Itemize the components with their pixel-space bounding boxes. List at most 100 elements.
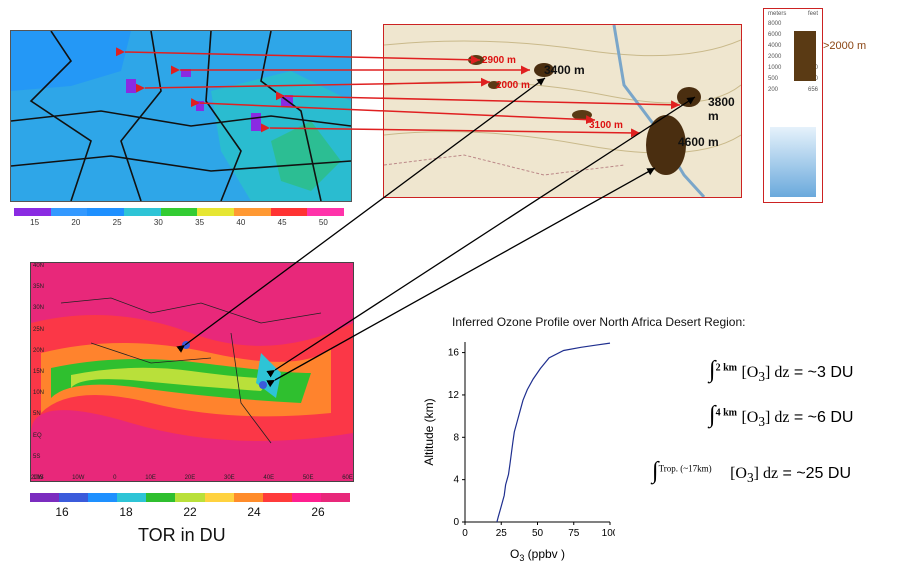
eq-sub: 3 [758,414,765,430]
legend-row: 6000 [764,30,822,41]
legend-header-meters: meters [768,11,787,17]
tick-label: 15 [30,218,40,227]
upper-limit: Trop. (~17km) [658,463,712,474]
tick-label: 0 [113,475,117,481]
y-tick-label: 12 [448,390,460,401]
eq-rhs: ] dz [765,364,790,381]
x-axis-label: O3 (ppbv ) [510,547,565,563]
tick-label: 50E [302,475,314,481]
legend-row: 200 656 [764,85,822,96]
tick-label: 10N [33,390,45,397]
colorbar-swatch [30,493,60,502]
equation-1: ∫2 km [O3] dz = ~3 DU [709,357,853,385]
colorbar-swatch [320,493,351,502]
tor-caption: TOR in DU [138,525,226,545]
legend-meters: 8000 [768,21,782,27]
elevation-label: 3400 m [544,63,585,77]
eq-value: = ~6 DU [789,409,854,426]
y-axis-label: Altitude (km) [422,398,436,465]
tor-colorbar-strip [30,493,351,502]
equation-3: ∫Trop. (~17km) [O3] dz = ~25 DU [652,458,851,486]
integral-symbol: ∫ [652,458,659,484]
upper-limit: 2 km [715,362,737,374]
elevation-label: 2900 m [482,55,516,66]
colorbar-swatch [87,208,125,216]
tick-label: 20N [33,347,45,354]
colorbar-swatch [117,493,147,502]
eq-lhs: [O [730,465,747,482]
legend-meters: 4000 [768,43,782,49]
red-arrows [115,47,681,138]
tick-label: 10S [33,474,44,481]
lon-ticks: 20W 10W 0 10E 20E 30E 40E 50E 60E [31,475,353,481]
colorbar-swatch [233,493,263,502]
upper-limit: 4 km [715,407,737,419]
eq-rhs: ] dz [753,465,779,482]
tick-label: 30E [224,475,235,481]
tor-colorbar-ticks: 16 18 22 24 26 [30,505,350,519]
colorbar-swatch [50,208,88,216]
colorbar-swatch [204,493,234,502]
eq-sub: 3 [746,470,754,486]
eq-lhs: [O [741,364,759,381]
tor-map: 40N 35N 30N 25N 20N 15N 10N 5N EQ 5S 10S 20W 10W 0 10… [30,262,354,482]
eq-lhs: [O [741,409,759,426]
x-tick-label: 50 [532,528,544,539]
tick-label: 60E [342,475,353,481]
elevation-legend: meters feet 8000600040002000100032805001… [763,8,823,203]
threshold-label: >2000 m [823,40,867,52]
tick-label: 40N [33,263,45,269]
integral-symbol: ∫ [709,402,716,428]
tick-label: 10E [145,475,156,481]
tick-label: 24 [247,505,261,519]
tick-label: 40E [263,475,275,481]
x-tick-label: 100 [602,528,615,539]
tick-label: 16 [55,505,69,519]
eq-sub: 3 [758,369,765,385]
y-tick-label: 16 [448,348,460,359]
tick-label: 26 [311,505,325,519]
tick-label: EQ [33,432,42,439]
black-arrows [176,77,696,388]
legend-row: 4000 [764,41,822,52]
colorbar-swatch [291,493,321,502]
ozone-profile-chart: 0 25 50 75 100 0 4 8 12 16 Altitude (km) O3 (ppbv ) [422,342,615,563]
tick-label: 30N [33,305,45,312]
colorbar-swatch [262,493,292,502]
tick-label: 5N [33,411,41,418]
tick-label: 20W [31,475,44,481]
x-tick-label: 75 [568,528,580,539]
tick-label: 22 [183,505,197,519]
lat-ticks: 40N 35N 30N 25N 20N 15N 10N 5N EQ 5S 10S [33,263,44,481]
legend-meters: 1000 [768,65,782,71]
legend-meters: 500 [768,76,779,82]
ozone-profile-line [496,342,611,523]
legend-meters: 200 [768,87,779,93]
tick-label: 30 [153,218,163,227]
eq-rhs: ] dz [765,409,790,426]
colorbar-swatch [146,493,176,502]
colorbar-swatch [88,493,118,502]
y-tick-label: 0 [453,517,459,528]
x-tick-label: 25 [496,528,508,539]
elevation-label: 3800 m [708,95,735,123]
tor-colorbar: 16 18 22 24 26 [30,493,351,519]
colorbar-swatch [175,493,205,502]
tick-label: 20 [71,218,81,227]
equation-2: ∫4 km [O3] dz = ~6 DU [709,402,853,430]
colorbar-swatch [14,208,51,216]
tick-label: 5S [33,453,41,460]
tick-label: 10W [72,475,85,481]
legend-row: 2000 [764,52,822,63]
legend-header-feet: feet [807,11,818,17]
tick-label: 35N [33,284,45,291]
tick-label: 18 [119,505,133,519]
colorbar-swatch [59,493,89,502]
tick-label: 20E [184,475,196,481]
legend-brown-swatch [794,31,816,81]
profile-title: Inferred Ozone Profile over North Africa… [452,315,746,329]
colorbar-swatch [124,208,161,216]
legend-row: 8000 [764,19,822,30]
tick-label: 25N [33,326,45,333]
